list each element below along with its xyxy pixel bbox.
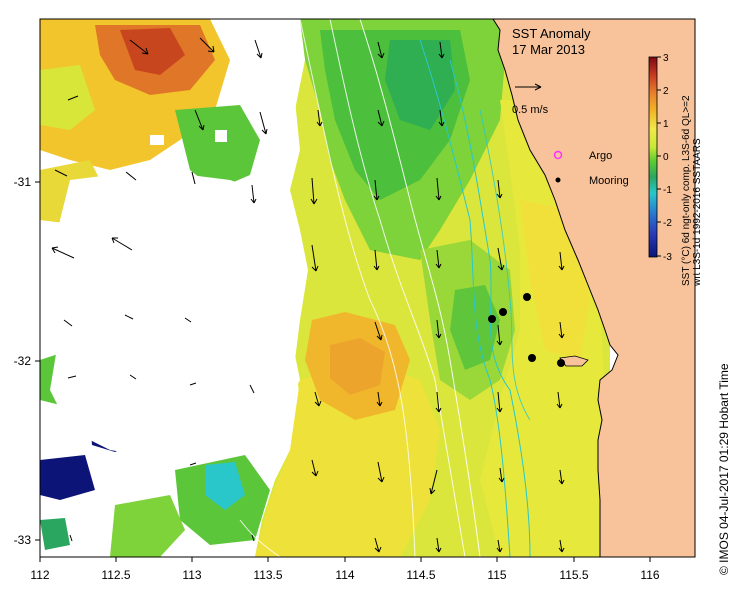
- colorbar-tick-label: 2: [663, 86, 669, 97]
- colorbar: 3 2 1 0 -1 -2 -3 SST (°C) 6d ngt-only co…: [648, 53, 703, 287]
- scale-arrow: [515, 83, 542, 91]
- colorbar-tick-label: -1: [663, 185, 672, 196]
- x-tick-label: 113.5: [253, 568, 282, 582]
- mooring-marker: [557, 359, 565, 367]
- mooring-marker: [523, 293, 531, 301]
- mooring-symbol: [555, 177, 561, 183]
- plot-frame: [39, 18, 696, 558]
- y-tick-label: -32: [14, 354, 32, 368]
- x-tick-label: 114.5: [406, 568, 435, 582]
- x-tick-label: 112.5: [101, 568, 130, 582]
- scale-arrow-label: 0.5 m/s: [512, 104, 549, 116]
- island-rottnest: [559, 355, 589, 367]
- mooring-markers: [488, 293, 565, 367]
- y-tick-label: -33: [14, 533, 32, 547]
- mooring-marker: [528, 354, 536, 362]
- legend: Argo Mooring: [553, 150, 629, 187]
- colorbar-tick-label: 3: [663, 53, 669, 64]
- colorbar-ramp: [648, 56, 658, 258]
- colorbar-tick-label: -3: [663, 252, 672, 263]
- legend-argo-label: Argo: [589, 150, 612, 162]
- x-tick-label: 113: [182, 568, 201, 582]
- mooring-marker: [488, 315, 496, 323]
- x-tick-label: 112: [30, 568, 49, 582]
- map-plot: [40, 19, 695, 557]
- map-date: 17 Mar 2013: [512, 42, 585, 57]
- x-tick-label: 115: [487, 568, 506, 582]
- colorbar-tick-label: -2: [663, 218, 672, 229]
- mooring-marker: [499, 308, 507, 316]
- x-tick-label: 114: [335, 568, 354, 582]
- x-tick-label: 115.5: [559, 568, 588, 582]
- sst-field: [40, 19, 610, 557]
- colorbar-tick-label: 0: [663, 152, 669, 163]
- y-tick-label: -31: [14, 175, 32, 189]
- credit-text: © IMOS 04-Jul-2017 01:29 Hobart Time: [717, 363, 731, 575]
- land-mass: [492, 19, 695, 557]
- argo-symbol: [553, 150, 563, 160]
- x-axis-labels: 112 112.5 113 113.5 114 114.5 115 115.5 …: [30, 568, 659, 582]
- y-axis-labels: -31 -32 -33: [14, 175, 32, 547]
- legend-mooring-label: Mooring: [589, 175, 629, 187]
- map-title: SST Anomaly: [512, 26, 591, 41]
- x-tick-label: 116: [640, 568, 659, 582]
- colorbar-label-line1: SST (°C) 6d ngt-only comp. L3S-6d QL>=2: [681, 95, 692, 286]
- colorbar-label-line2: wrt L3S-1d 1992-2016 SSTAARS: [692, 138, 703, 287]
- bathymetry-contours: [239, 19, 531, 557]
- current-vectors: [51, 37, 565, 553]
- colorbar-tick-label: 1: [663, 119, 669, 130]
- axis-ticks: [35, 181, 651, 562]
